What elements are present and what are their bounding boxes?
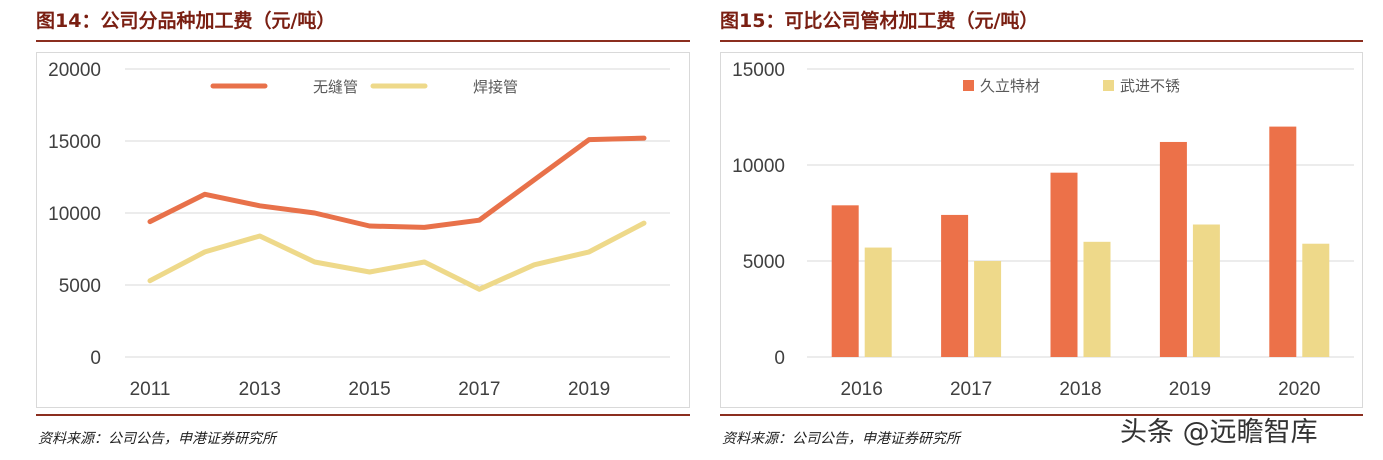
left-line-chart: 0 5000 10000 15000 20000 2011 2013 2015 2017 2019… — [48, 60, 670, 400]
bar-2 — [864, 247, 892, 357]
x-tick-label: 2013 — [239, 379, 281, 400]
legend-label-1: 久立特材 — [980, 78, 1040, 95]
bar-1 — [1269, 126, 1297, 357]
bar-1 — [1050, 172, 1078, 357]
y-tick-label: 0 — [774, 348, 785, 369]
bar-2 — [1083, 241, 1111, 357]
right-bar-chart: 0 5000 10000 15000 2016 2017 2018 2019 2020 久立特材 武… — [732, 60, 1354, 400]
x-tick-label: 2011 — [130, 379, 171, 400]
x-tick-label: 2019 — [568, 379, 610, 400]
bar-2 — [1192, 224, 1220, 357]
x-tick-label: 2015 — [348, 379, 390, 400]
left-chart-frame: 0 5000 10000 15000 20000 2011 2013 2015 2017 2019… — [36, 52, 690, 408]
x-tick-label: 2019 — [1169, 379, 1211, 400]
x-tick-label: 2018 — [1059, 379, 1101, 400]
left-figure-title: 图14：公司分品种加工费（元/吨） — [36, 10, 336, 32]
left-source-note: 资料来源：公司公告，申港证券研究所 — [38, 431, 276, 447]
legend-swatch-1 — [963, 80, 974, 91]
x-tick-label: 2017 — [950, 379, 992, 400]
legend-label-2: 武进不锈 — [1120, 78, 1180, 95]
right-figure-panel: 图15：可比公司管材加工费（元/吨） 0 5000 10000 15000 2016 20… — [720, 0, 1363, 460]
right-chart-frame: 0 5000 10000 15000 2016 2017 2018 2019 2020 久立特材 武… — [720, 52, 1363, 408]
bar-1 — [1159, 141, 1187, 357]
bar-2 — [1302, 243, 1330, 357]
right-title-rule — [720, 40, 1363, 42]
right-source-note: 资料来源：公司公告，申港证券研究所 — [722, 431, 960, 447]
legend-swatch-2 — [1103, 80, 1114, 91]
left-title-rule — [36, 40, 690, 42]
bar-1 — [831, 205, 859, 357]
y-tick-label: 10000 — [48, 204, 101, 225]
right-figure-title: 图15：可比公司管材加工费（元/吨） — [720, 10, 1039, 32]
y-tick-label: 5000 — [743, 252, 785, 273]
left-figure-panel: 图14：公司分品种加工费（元/吨） 0 5000 10000 15000 20000 20… — [36, 0, 690, 460]
legend-label-1: 无缝管 — [313, 79, 358, 96]
bar-1 — [941, 214, 969, 357]
y-tick-label: 15000 — [48, 132, 101, 153]
y-tick-label: 20000 — [48, 60, 101, 81]
y-tick-label: 0 — [90, 348, 101, 369]
x-tick-label: 2016 — [841, 379, 883, 400]
legend-label-2: 焊接管 — [473, 79, 518, 96]
bar-2 — [974, 261, 1002, 357]
watermark-text: 头条 @远瞻智库 — [1120, 417, 1318, 448]
y-tick-label: 15000 — [732, 60, 785, 81]
right-source-rule — [720, 414, 1363, 416]
y-tick-label: 10000 — [732, 156, 785, 177]
y-tick-label: 5000 — [59, 276, 101, 297]
series-line-2 — [147, 220, 647, 292]
x-tick-label: 2020 — [1278, 379, 1320, 400]
x-tick-label: 2017 — [458, 379, 500, 400]
series-line-1 — [147, 135, 647, 230]
left-source-rule — [36, 414, 690, 416]
